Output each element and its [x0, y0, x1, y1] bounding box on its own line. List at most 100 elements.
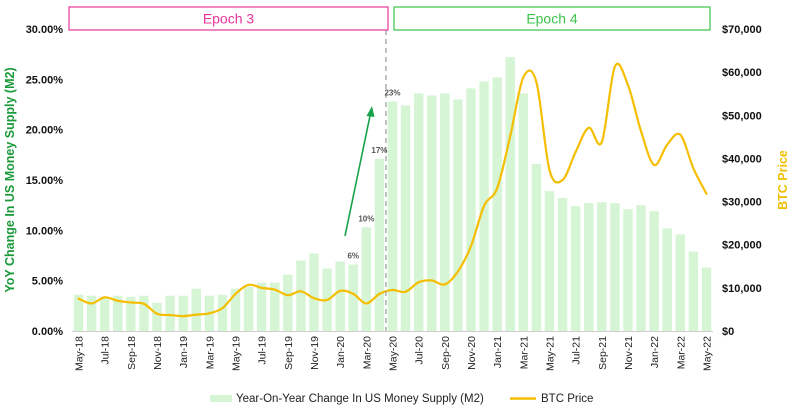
btc-point-nov-21: [626, 83, 630, 87]
y-tick-right-1: $10,000: [722, 283, 762, 295]
annotation-may-20: 23%: [384, 88, 400, 97]
btc-point-aug-21: [587, 126, 590, 129]
bar-aug-20: [427, 95, 437, 331]
bar-oct-21: [610, 203, 620, 331]
annotation-apr-20: 17%: [371, 146, 387, 155]
y-tick-right-6: $60,000: [722, 67, 762, 79]
bar-aug-21: [584, 203, 594, 331]
bar-oct-19: [296, 260, 306, 331]
bar-aug-19: [270, 282, 280, 331]
btc-point-nov-19: [312, 297, 316, 300]
x-tick-may-21: May-21: [544, 336, 556, 371]
x-tick-jul-20: Jul-20: [414, 336, 426, 365]
x-tick-sep-20: Sep-20: [440, 336, 452, 370]
btc-point-jun-19: [247, 283, 250, 286]
btc-point-sep-18: [129, 301, 132, 304]
x-tick-jan-20: Jan-20: [335, 336, 347, 368]
btc-point-aug-19: [273, 288, 276, 291]
bar-jul-20: [413, 93, 424, 331]
btc-point-aug-20: [430, 279, 433, 282]
btc-point-nov-20: [469, 244, 473, 248]
btc-point-dec-19: [325, 298, 329, 302]
btc-point-jun-20: [404, 290, 407, 293]
bar-feb-22: [662, 228, 672, 331]
bar-feb-21: [505, 57, 515, 331]
bar-sep-18: [126, 296, 136, 331]
y-axis-right-label: BTC Price: [776, 150, 790, 210]
y-tick-right-3: $30,000: [722, 197, 762, 209]
x-tick-mar-22: Mar-22: [675, 336, 687, 369]
btc-point-mar-22: [679, 133, 682, 136]
x-tick-jan-22: Jan-22: [649, 336, 661, 368]
btc-point-feb-19: [195, 313, 198, 316]
btc-point-jan-19: [182, 315, 185, 318]
btc-point-may-20: [391, 288, 394, 292]
x-tick-nov-21: Nov-21: [623, 336, 635, 370]
bar-jan-20: [335, 261, 345, 331]
x-tick-nov-20: Nov-20: [466, 336, 478, 370]
btc-point-jul-21: [574, 150, 577, 154]
y-axis-right: $0 $10,000 $20,000 $30,000 $40,000 $50,000 $60…: [722, 24, 762, 338]
btc-point-jan-21: [496, 187, 499, 190]
epoch-box-3: [68, 6, 389, 31]
bar-oct-18: [139, 295, 149, 331]
btc-point-may-21: [548, 168, 551, 172]
x-tick-mar-21: Mar-21: [518, 336, 530, 369]
btc-point-jul-20: [417, 281, 420, 284]
bar-mar-20: [361, 227, 372, 331]
x-tick-jul-18: Jul-18: [100, 336, 112, 365]
y-tick-right-7: $70,000: [722, 24, 762, 36]
btc-point-oct-19: [299, 290, 303, 293]
btc-point-jan-22: [653, 163, 656, 166]
x-tick-sep-21: Sep-21: [597, 336, 609, 370]
btc-point-apr-19: [221, 307, 224, 310]
btc-point-dec-20: [482, 204, 486, 207]
bar-jun-18: [86, 295, 97, 331]
bar-jul-18: [99, 296, 110, 331]
bar-may-22: [701, 267, 712, 331]
bar-apr-21: [531, 163, 542, 331]
bar-mar-22: [675, 234, 686, 331]
m2-bars: [73, 57, 712, 331]
x-tick-jul-19: Jul-19: [257, 336, 269, 365]
legend: Year-On-Year Change In US Money Supply (…: [210, 393, 593, 405]
y-axis-left: 0.00% 5.00% 10.00% 15.00% 20.00% 25.00% 30.00%: [26, 24, 64, 338]
bar-nov-21: [623, 209, 633, 331]
btc-point-oct-21: [613, 65, 616, 68]
btc-point-dec-21: [639, 130, 643, 133]
bar-jul-19: [256, 282, 267, 331]
bar-nov-18: [152, 302, 162, 331]
btc-point-may-19: [234, 292, 237, 295]
bar-jun-20: [400, 105, 411, 331]
btc-point-sep-21: [600, 140, 603, 144]
btc-point-mar-21: [522, 76, 525, 79]
y-tick-right-4: $40,000: [722, 153, 762, 165]
bar-aug-18: [113, 295, 123, 331]
x-tick-nov-19: Nov-19: [309, 336, 321, 370]
x-tick-may-20: May-20: [388, 336, 400, 371]
x-tick-sep-19: Sep-19: [283, 336, 295, 370]
btc-point-may-22: [705, 192, 708, 195]
btc-price-series: [77, 62, 708, 318]
y-tick-right-2: $20,000: [722, 240, 762, 252]
btc-point-jul-18: [103, 296, 106, 299]
annotation-mar-20: 10%: [358, 214, 374, 223]
y-tick-left-6: 30.00%: [26, 24, 64, 36]
y-tick-right-5: $50,000: [722, 110, 762, 122]
btc-point-apr-21: [535, 80, 538, 84]
epoch-label-4: Epoch 4: [526, 11, 578, 27]
btc-point-may-18: [77, 297, 80, 300]
x-tick-jul-21: Jul-21: [571, 336, 583, 365]
bar-may-21: [544, 191, 555, 331]
epoch-label-3: Epoch 3: [203, 11, 255, 27]
btc-point-sep-19: [286, 294, 289, 297]
x-tick-may-22: May-22: [701, 336, 713, 371]
y-tick-left-0: 0.00%: [32, 326, 63, 338]
bar-feb-20: [348, 264, 358, 331]
btc-point-sep-20: [443, 283, 446, 286]
x-tick-mar-20: Mar-20: [361, 336, 373, 369]
bar-mar-21: [518, 93, 529, 331]
btc-point-jan-20: [339, 289, 342, 292]
x-tick-sep-18: Sep-18: [126, 336, 138, 370]
